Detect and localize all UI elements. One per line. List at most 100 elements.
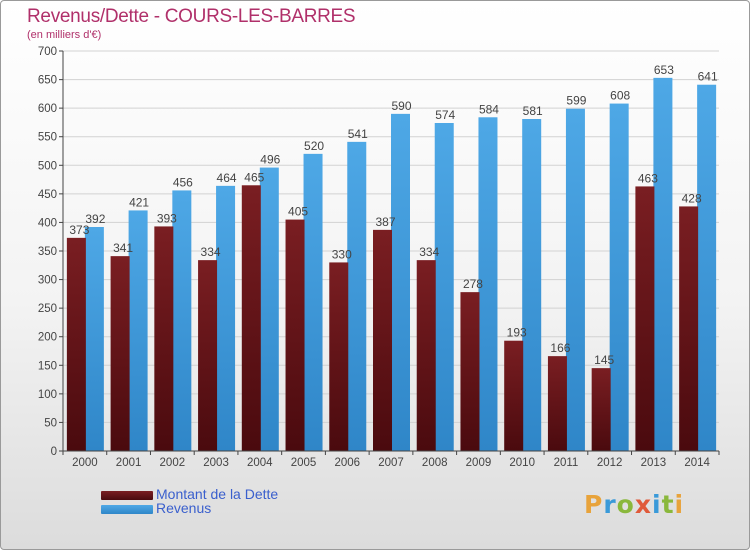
x-tick-label: 2005 [291,457,317,469]
logo-letter: x [634,490,652,519]
bar-revenue [259,167,279,452]
logo-letter: o [616,490,635,519]
bar-debt [285,219,305,451]
x-tick-label: 2008 [422,457,448,469]
data-label-revenue: 520 [304,139,324,153]
bar-revenue [216,185,236,451]
y-tick-label: 50 [44,417,57,429]
x-tick-label: 2003 [203,457,229,469]
x-tick-label: 2011 [554,457,579,469]
x-tick-label: 2006 [334,457,360,469]
x-tick-label: 2009 [466,457,492,469]
y-tick-label: 550 [38,132,57,144]
data-label-debt: 341 [113,241,133,255]
y-tick-label: 400 [38,217,57,229]
y-tick-label: 250 [38,303,57,315]
proxiti-logo: Proxiti [584,490,684,519]
bar-revenue [478,117,498,452]
data-label-revenue: 421 [129,195,149,209]
bar-revenue [303,153,323,451]
data-label-debt: 405 [288,205,308,219]
data-label-revenue: 641 [698,70,718,84]
data-label-debt: 428 [682,191,702,205]
x-tick-label: 2012 [597,457,623,469]
x-tick-label: 2010 [509,457,535,469]
x-tick-label: 2002 [160,457,186,469]
legend-label-revenue: Revenus [156,500,212,516]
bar-debt [460,292,480,451]
legend-swatch-revenue [101,505,153,514]
data-label-revenue: 392 [85,212,105,226]
bar-debt [329,262,349,451]
data-label-debt: 373 [69,223,89,237]
data-label-revenue: 541 [348,127,368,141]
y-tick-label: 150 [38,360,57,372]
data-label-revenue: 590 [391,99,411,113]
bar-debt [154,226,174,451]
data-label-debt: 278 [463,277,483,291]
bar-debt [504,340,524,451]
x-tick-label: 2007 [378,457,404,469]
bar-debt [591,368,611,451]
data-label-debt: 330 [332,247,352,261]
data-label-revenue: 608 [610,89,630,103]
data-label-debt: 334 [201,245,221,259]
x-tick-label: 2014 [684,457,710,469]
y-tick-label: 700 [38,46,57,58]
data-label-debt: 465 [244,170,264,184]
logo-letter: P [584,490,604,519]
y-tick-label: 200 [38,332,57,344]
x-tick-label: 2001 [116,457,142,469]
bar-revenue [84,227,104,451]
bar-revenue [128,210,148,451]
data-label-debt: 334 [419,245,439,259]
y-tick-label: 600 [38,103,57,115]
legend-label-debt: Montant de la Dette [156,486,279,502]
logo-letter: i [674,490,685,519]
data-label-revenue: 464 [217,171,237,185]
data-label-debt: 166 [550,341,570,355]
x-tick-label: 2013 [641,457,667,469]
y-tick-label: 500 [38,160,57,172]
y-tick-label: 350 [38,246,57,258]
chart-subtitle: (en milliers d'€) [27,29,102,41]
data-label-revenue: 496 [260,153,280,167]
bar-debt [66,237,86,451]
bar-revenue [347,141,367,451]
bar-revenue [172,190,192,451]
bar-debt [110,256,130,451]
y-tick-label: 0 [51,446,57,458]
logo-letter: i [652,490,662,519]
y-tick-label: 100 [38,389,57,401]
bar-revenue [609,103,629,452]
x-tick-label: 2004 [247,457,273,469]
bar-debt [416,260,436,451]
data-label-revenue: 599 [566,94,586,108]
bar-revenue [653,77,673,451]
logo-letter: r [603,490,617,519]
bar-revenue [391,113,410,451]
bar-revenue [522,119,542,451]
bar-revenue [697,84,717,451]
data-label-revenue: 653 [654,63,674,77]
bar-debt [547,356,567,451]
data-label-revenue: 581 [523,104,543,118]
data-label-debt: 463 [638,171,658,185]
data-label-revenue: 456 [173,175,193,189]
y-tick-label: 450 [38,189,57,201]
data-label-debt: 145 [594,353,614,367]
bar-revenue [565,108,585,451]
bar-debt [241,185,261,452]
bar-debt [679,206,699,451]
data-label-revenue: 574 [435,108,455,122]
legend-swatch-debt [101,491,153,500]
data-label-debt: 393 [157,211,177,225]
y-tick-label: 650 [38,75,57,87]
y-tick-label: 300 [38,275,57,287]
bar-revenue [434,123,454,451]
bar-debt [198,260,218,451]
data-label-debt: 387 [375,215,395,229]
bar-debt [373,229,392,451]
